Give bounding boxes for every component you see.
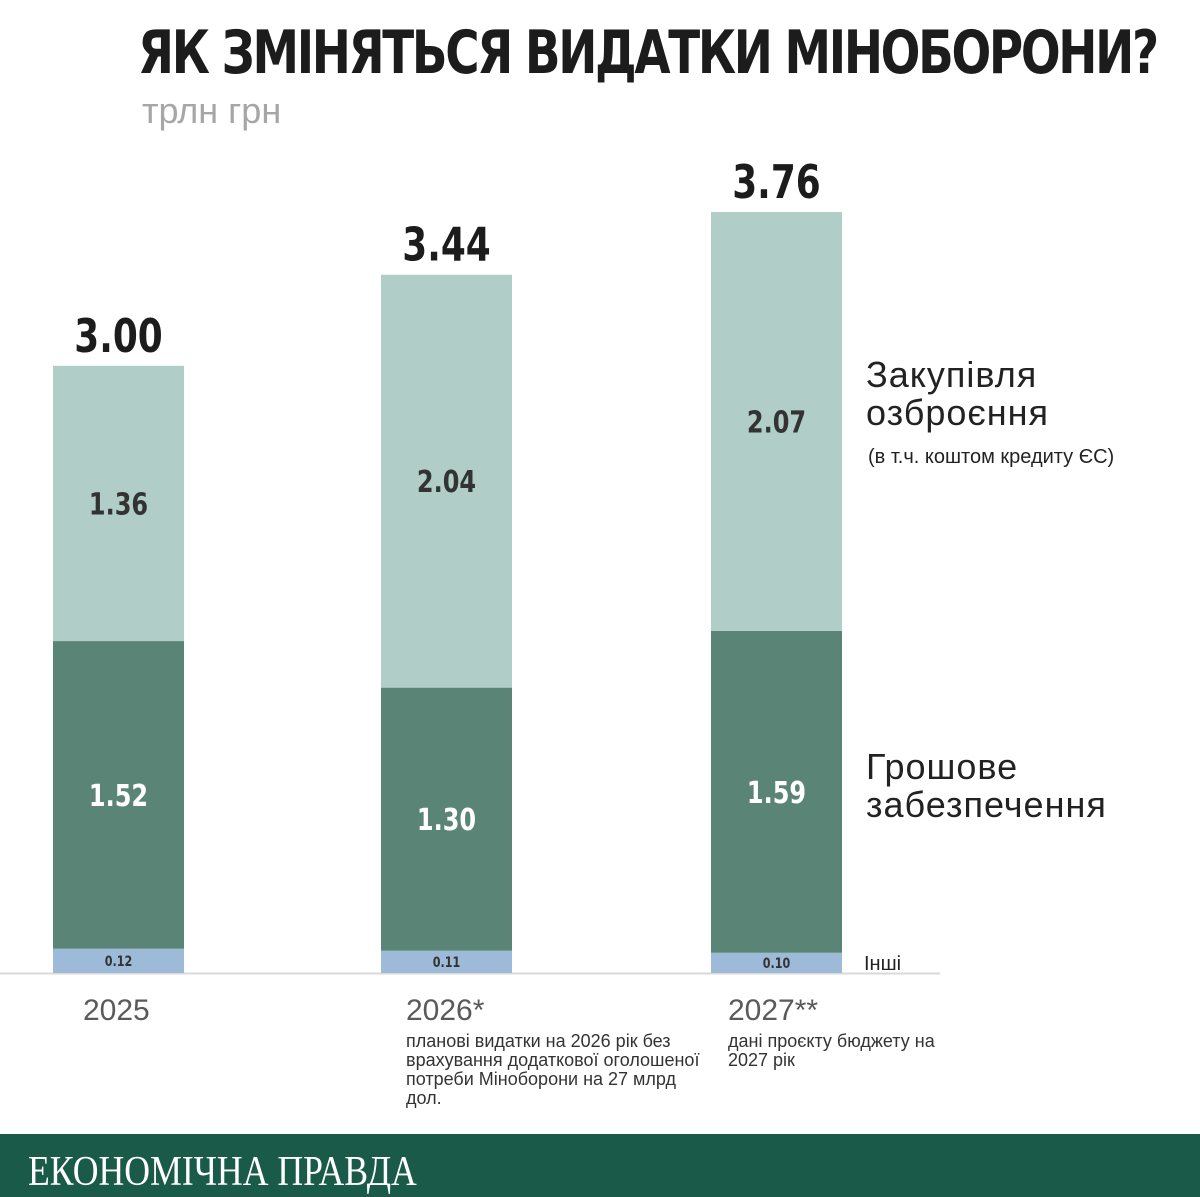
bar-pay-1 [381,687,512,951]
legend-arms-line2: озброєння [866,392,1050,433]
note-2027: дані проєкту бюджету на 2027 рік [728,1031,935,1070]
x-label-2025: 2025 [83,994,150,1027]
note-2026: планові видатки на 2026 рік без врахуван… [406,1031,700,1108]
legend-pay-line1: Грошове [866,746,1019,787]
value-label-pay-0: 1.52 [89,779,148,813]
total-label-2: 3.76 [732,156,821,210]
bar-pay-2 [711,630,842,953]
value-label-arms-2: 2.07 [747,406,806,440]
bar-other-0 [53,948,184,973]
x-label-2026: 2026* [406,994,485,1027]
legend-pay-line2: забезпечення [866,784,1107,825]
bar-other-1 [381,950,512,973]
value-label-pay-1: 1.30 [417,804,476,838]
value-label-other-2: 0.10 [763,955,791,972]
value-label-pay-2: 1.59 [747,776,806,810]
chart-subtitle: трлн грн [142,90,282,131]
bar-arms-0 [53,365,184,642]
total-label-1: 3.44 [402,218,491,272]
total-label-0: 3.00 [74,309,163,363]
legend-arms-line1: Закупівля [866,354,1038,395]
brand-logo: ЕКОНОМІЧНА ПРАВДА [28,1149,417,1195]
legend-arms-sub: (в т.ч. коштом кредиту ЄС) [868,446,1115,468]
value-label-other-1: 0.11 [433,954,461,971]
stacked-bar-chart: 0.12 1.52 1.36 3.00 0.11 1.30 2.04 3.44 0.10 1.59… [0,156,940,975]
x-label-2027: 2027** [728,994,819,1027]
bar-arms-1 [381,274,512,688]
value-label-arms-1: 2.04 [417,466,476,500]
bar-pay-0 [53,641,184,949]
bar-arms-2 [711,212,842,631]
chart-title: ЯК ЗМІНЯТЬСЯ ВИДАТКИ МІНОБОРОНИ? [138,18,1159,88]
footer-bar: ЕКОНОМІЧНА ПРАВДА [0,1134,1200,1197]
legend-other: Інші [864,953,902,975]
value-label-arms-0: 1.36 [89,488,148,522]
value-label-other-0: 0.12 [105,953,133,970]
bar-other-2 [711,952,842,973]
